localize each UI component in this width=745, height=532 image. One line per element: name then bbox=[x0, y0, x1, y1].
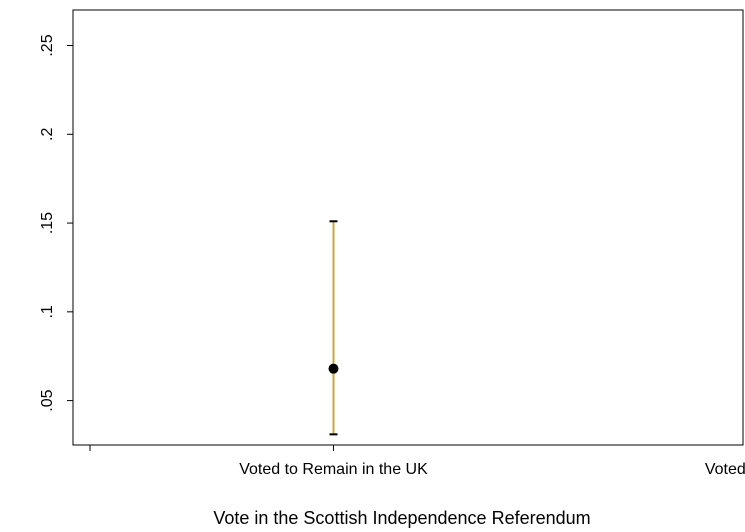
y-tick-label: .2 bbox=[39, 128, 56, 141]
y-tick-label: .1 bbox=[39, 305, 56, 318]
x-axis-title: Vote in the Scottish Independence Refere… bbox=[213, 508, 590, 528]
plot-marks bbox=[328, 220, 339, 436]
plot-frame bbox=[72, 9, 744, 446]
y-tick-label: .05 bbox=[39, 389, 56, 411]
x-tick-label: Voted for Scottish Independence bbox=[705, 461, 745, 478]
y-tick-label: .15 bbox=[39, 212, 56, 234]
y-tick-label: .25 bbox=[39, 34, 56, 56]
y-axis: .05 .1 .15 .2 .25 bbox=[39, 34, 73, 412]
point-estimate bbox=[328, 363, 339, 374]
plot-axes bbox=[72, 9, 744, 446]
x-tick-label: Voted to Remain in the UK bbox=[239, 461, 428, 478]
x-axis: Voted to Remain in the UK Voted for Scott… bbox=[89, 445, 745, 478]
